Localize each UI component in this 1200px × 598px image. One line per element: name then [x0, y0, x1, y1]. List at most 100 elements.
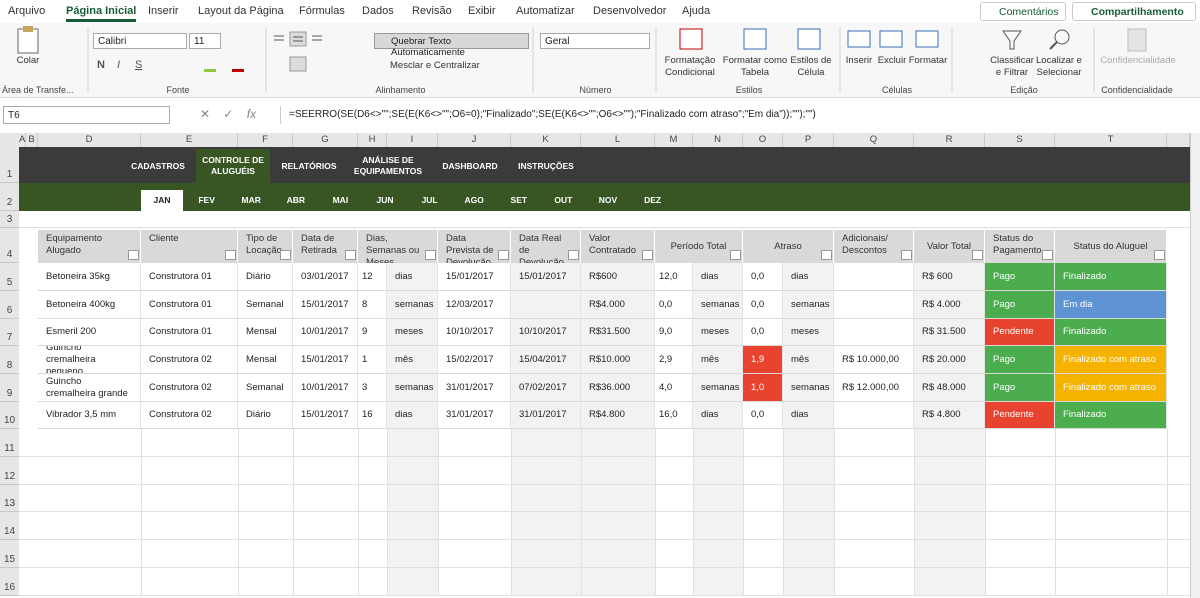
filter-dropdown[interactable] — [280, 250, 291, 260]
table-cell[interactable]: Guincho cremalheira grande — [38, 374, 141, 402]
table-cell[interactable]: R$ 20.000 — [914, 346, 985, 374]
delete-button[interactable]: Excluir — [877, 55, 907, 66]
table-cell[interactable]: Finalizado com atraso — [1055, 346, 1167, 374]
column-header[interactable]: D — [38, 133, 141, 147]
table-cell[interactable]: dias — [693, 263, 743, 291]
table-cell[interactable]: Construtora 01 — [141, 291, 238, 319]
column-header[interactable]: Q — [834, 133, 914, 147]
table-cell[interactable] — [834, 402, 914, 429]
column-header[interactable]: K — [511, 133, 581, 147]
table-cell[interactable]: semanas — [387, 374, 438, 402]
table-cell[interactable]: dias — [783, 263, 834, 291]
table-cell[interactable]: 9 — [358, 319, 387, 346]
filter-dropdown[interactable] — [225, 250, 236, 260]
table-cell[interactable]: Pago — [985, 374, 1055, 402]
table-cell[interactable]: 15/01/2017 — [293, 402, 358, 429]
filter-dropdown[interactable] — [730, 250, 741, 260]
table-cell[interactable]: R$10.000 — [581, 346, 655, 374]
table-cell[interactable]: semanas — [693, 374, 743, 402]
row-header[interactable]: 10 — [0, 402, 19, 429]
table-cell[interactable]: R$4.800 — [581, 402, 655, 429]
paste-label[interactable]: Colar — [16, 55, 40, 66]
sort-filter-button[interactable]: Classificar e Filtrar — [990, 55, 1034, 78]
table-cell[interactable]: 31/01/2017 — [438, 374, 511, 402]
row-header[interactable]: 7 — [0, 319, 19, 346]
table-cell[interactable]: 15/01/2017 — [293, 346, 358, 374]
column-header[interactable]: I — [387, 133, 438, 147]
nav-button[interactable]: INSTRUÇÕES — [518, 160, 574, 171]
table-cell[interactable]: 1,0 — [743, 374, 783, 402]
table-cell[interactable]: meses — [783, 319, 834, 346]
row-header[interactable]: 1 — [0, 147, 19, 183]
filter-dropdown[interactable] — [821, 250, 832, 260]
insert-button[interactable]: Inserir — [845, 55, 873, 66]
table-cell[interactable]: 0,0 — [655, 291, 693, 319]
table-cell[interactable]: Mensal — [238, 346, 293, 374]
nav-button[interactable]: ANÁLISE DE EQUIPAMENTOS — [353, 155, 423, 176]
table-cell[interactable]: 10/01/2017 — [293, 319, 358, 346]
table-cell[interactable]: Pendente — [985, 402, 1055, 429]
table-cell[interactable]: R$4.000 — [581, 291, 655, 319]
filter-dropdown[interactable] — [1154, 250, 1165, 260]
table-cell[interactable]: Construtora 01 — [141, 319, 238, 346]
table-cell[interactable]: 31/01/2017 — [511, 402, 581, 429]
filter-dropdown[interactable] — [642, 250, 653, 260]
table-cell[interactable]: Finalizado — [1055, 319, 1167, 346]
ribbon-tab[interactable]: Fórmulas — [299, 5, 345, 17]
column-header[interactable]: P — [783, 133, 834, 147]
table-cell[interactable]: Finalizado — [1055, 263, 1167, 291]
table-cell[interactable]: 4,0 — [655, 374, 693, 402]
row-header[interactable]: 9 — [0, 374, 19, 402]
month-tab[interactable]: DEZ — [644, 195, 662, 205]
column-header[interactable]: E — [141, 133, 238, 147]
table-cell[interactable] — [834, 291, 914, 319]
column-header[interactable]: O — [743, 133, 783, 147]
table-cell[interactable]: dias — [387, 263, 438, 291]
nav-button[interactable]: RELATÓRIOS — [281, 160, 337, 171]
nav-button[interactable]: CONTROLE DE ALUGUÉIS — [196, 149, 270, 183]
nav-button[interactable]: DASHBOARD — [442, 160, 498, 171]
ribbon-tab[interactable]: Ajuda — [682, 5, 711, 17]
format-table-button[interactable]: Formatar como Tabela — [722, 55, 788, 78]
table-cell[interactable]: Semanal — [238, 291, 293, 319]
table-cell[interactable]: Construtora 02 — [141, 402, 238, 429]
ribbon-tab[interactable]: Desenvolvedor — [593, 5, 667, 17]
table-cell[interactable]: 15/02/2017 — [438, 346, 511, 374]
row-header[interactable]: 13 — [0, 485, 19, 512]
table-cell[interactable]: R$ 48.000 — [914, 374, 985, 402]
table-cell[interactable]: Diário — [238, 402, 293, 429]
column-header[interactable]: R — [914, 133, 985, 147]
format-button[interactable]: Formatar — [908, 55, 948, 66]
row-header[interactable]: 4 — [0, 228, 19, 263]
ribbon-tab[interactable]: Página Inicial — [66, 5, 137, 22]
column-header[interactable]: T — [1055, 133, 1167, 147]
conditional-format-button[interactable]: Formatação Condicional — [664, 55, 716, 78]
table-cell[interactable]: semanas — [783, 374, 834, 402]
table-cell[interactable]: Pago — [985, 291, 1055, 319]
column-header[interactable]: F — [238, 133, 293, 147]
row-header[interactable]: 11 — [0, 429, 19, 457]
table-cell[interactable]: 3 — [358, 374, 387, 402]
column-header[interactable]: B — [26, 133, 38, 147]
filter-dropdown[interactable] — [568, 250, 579, 260]
table-cell[interactable]: Vibrador 3,5 mm — [38, 402, 141, 429]
table-cell[interactable]: Betoneira 400kg — [38, 291, 141, 319]
row-header[interactable]: 15 — [0, 540, 19, 568]
table-cell[interactable]: 12,0 — [655, 263, 693, 291]
filter-dropdown[interactable] — [972, 250, 983, 260]
name-box[interactable]: T6 — [3, 106, 170, 124]
table-cell[interactable]: R$ 4.000 — [914, 291, 985, 319]
ribbon-tab[interactable]: Layout da Página — [198, 5, 284, 17]
table-cell[interactable]: mês — [783, 346, 834, 374]
month-tab[interactable]: MAR — [241, 195, 261, 205]
row-header[interactable]: 3 — [0, 211, 19, 228]
table-cell[interactable]: Finalizado com atraso — [1055, 374, 1167, 402]
wrap-text-button[interactable]: Quebrar Texto Automaticamente — [374, 33, 529, 58]
month-tab[interactable]: JAN — [141, 190, 183, 211]
table-cell[interactable]: 1 — [358, 346, 387, 374]
row-header[interactable]: 14 — [0, 512, 19, 540]
table-cell[interactable]: 07/02/2017 — [511, 374, 581, 402]
month-tab[interactable]: OUT — [554, 195, 573, 205]
table-cell[interactable]: Construtora 02 — [141, 346, 238, 374]
ribbon-tab[interactable]: Exibir — [468, 5, 496, 17]
